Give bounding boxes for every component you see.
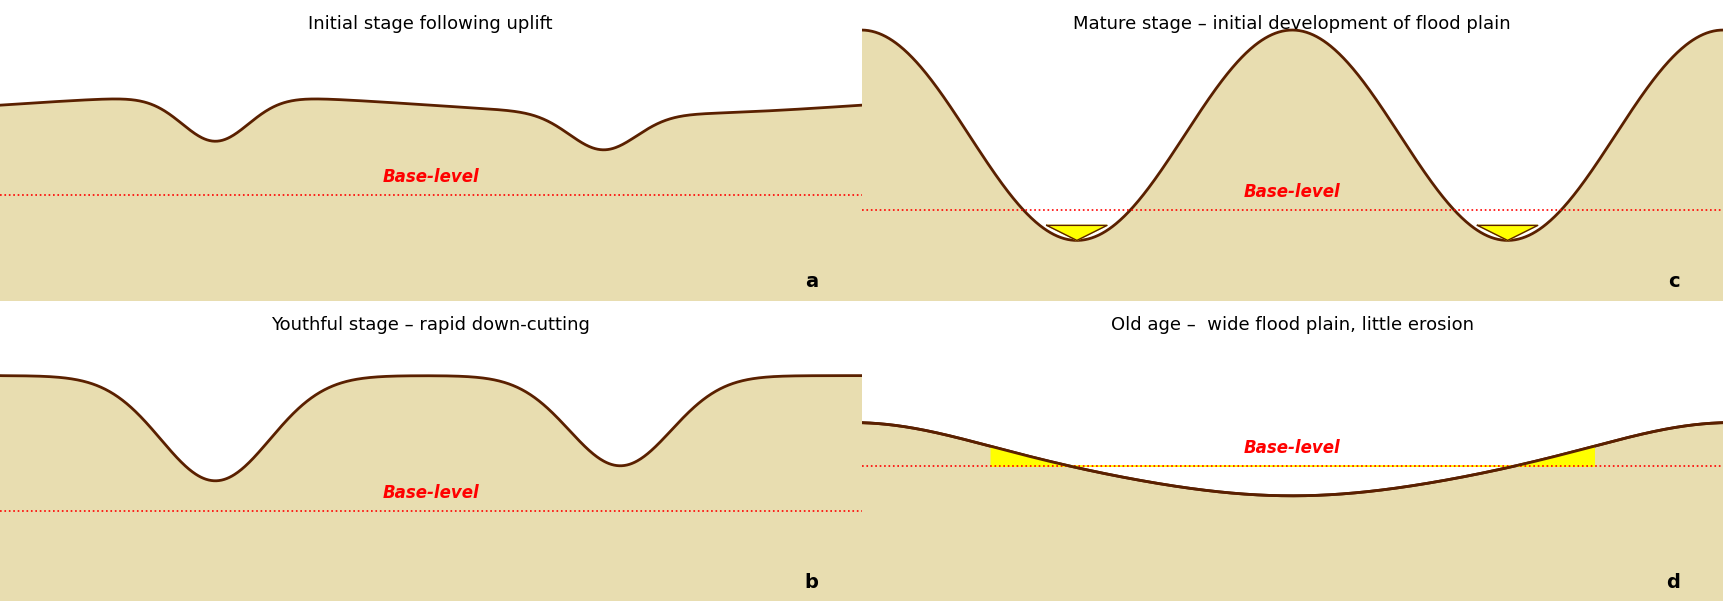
Text: Mature stage – initial development of flood plain: Mature stage – initial development of fl… — [1073, 15, 1511, 33]
Text: Initial stage following uplift: Initial stage following uplift — [308, 15, 553, 33]
Text: Base-level: Base-level — [383, 484, 479, 502]
Text: Youthful stage – rapid down-cutting: Youthful stage – rapid down-cutting — [271, 316, 591, 334]
Polygon shape — [862, 423, 1723, 601]
Text: b: b — [805, 573, 818, 592]
Polygon shape — [0, 376, 862, 601]
Polygon shape — [862, 30, 1723, 300]
Text: d: d — [1666, 573, 1680, 592]
Text: Base-level: Base-level — [1244, 439, 1340, 457]
Text: a: a — [805, 272, 818, 291]
Polygon shape — [1048, 225, 1108, 240]
Text: Old age –  wide flood plain, little erosion: Old age – wide flood plain, little erosi… — [1111, 316, 1473, 334]
Polygon shape — [1478, 225, 1539, 240]
Text: Base-level: Base-level — [383, 168, 479, 186]
Polygon shape — [0, 99, 862, 300]
Text: Base-level: Base-level — [1244, 183, 1340, 201]
Text: c: c — [1668, 272, 1680, 291]
